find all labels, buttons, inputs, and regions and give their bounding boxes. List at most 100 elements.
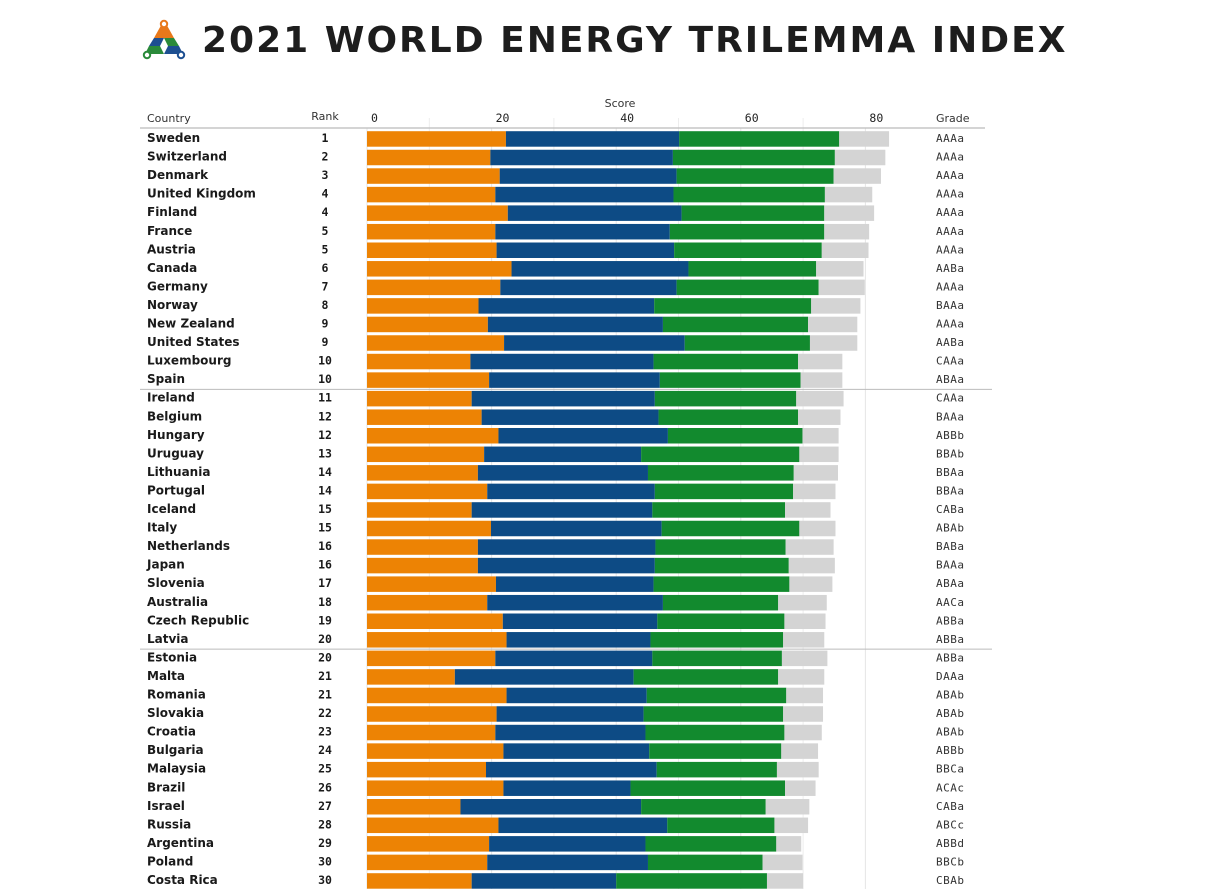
grade-value: ACAc	[936, 781, 965, 794]
green-segment	[673, 186, 825, 203]
grey-segment	[821, 242, 869, 258]
orange-segment	[367, 428, 499, 444]
grey-segment	[799, 446, 839, 463]
x-tick-label: 80	[869, 111, 883, 125]
orange-segment	[367, 761, 486, 778]
orange-segment	[367, 520, 491, 537]
header-country: Country	[147, 112, 191, 125]
green-segment	[653, 576, 790, 592]
grey-segment	[839, 131, 890, 147]
green-segment	[669, 223, 825, 240]
grade-value: CABa	[936, 503, 965, 516]
rank-value: 26	[318, 780, 332, 794]
blue-segment	[495, 724, 646, 741]
green-segment	[646, 687, 787, 704]
grey-segment	[811, 298, 861, 314]
header-score: Score	[605, 97, 636, 110]
country-label: Brazil	[147, 780, 185, 794]
grade-value: ABAb	[936, 726, 965, 739]
country-label: Uruguay	[147, 446, 204, 460]
grey-segment	[785, 780, 816, 796]
grade-value: BAAa	[936, 299, 965, 312]
grade-value: AAAa	[936, 151, 965, 164]
rank-value: 18	[318, 595, 332, 609]
green-segment	[653, 353, 799, 370]
country-label: Iceland	[147, 502, 196, 516]
grade-value: ABAb	[936, 707, 965, 720]
rank-value: 1	[322, 131, 329, 145]
rank-value: 20	[318, 632, 332, 646]
country-label: Malta	[147, 669, 185, 683]
country-label: Hungary	[147, 428, 205, 442]
rank-value: 10	[318, 372, 332, 386]
orange-segment	[367, 669, 455, 685]
orange-segment	[367, 557, 478, 574]
country-label: Germany	[147, 279, 208, 293]
green-segment	[672, 149, 835, 166]
orange-segment	[367, 799, 461, 815]
green-segment	[676, 279, 819, 296]
blue-segment	[498, 428, 668, 444]
green-segment	[633, 669, 779, 685]
blue-segment	[496, 242, 675, 258]
rank-value: 15	[318, 521, 332, 535]
rank-value: 9	[322, 335, 329, 349]
grade-value: BAAa	[936, 559, 965, 572]
x-tick-label: 40	[620, 111, 634, 125]
country-label: Norway	[147, 298, 198, 312]
country-label: Russia	[147, 817, 191, 831]
orange-segment	[367, 131, 506, 147]
green-segment	[662, 316, 809, 333]
country-label: Australia	[147, 595, 208, 609]
grade-value: ABBd	[936, 837, 965, 850]
grade-value: CAAa	[936, 392, 965, 405]
grey-segment	[824, 205, 875, 221]
rank-value: 19	[318, 613, 332, 627]
grey-segment	[833, 168, 881, 184]
rank-value: 16	[318, 539, 332, 553]
country-label: Croatia	[147, 725, 196, 739]
blue-segment	[503, 743, 650, 759]
orange-segment	[367, 316, 488, 333]
grey-segment	[824, 186, 873, 203]
country-label: Canada	[147, 261, 197, 275]
grey-segment	[834, 149, 886, 166]
green-segment	[688, 261, 817, 277]
country-label: Luxembourg	[147, 354, 231, 368]
rank-value: 12	[318, 428, 332, 442]
rank-value: 11	[318, 391, 332, 405]
grade-value: AAAa	[936, 225, 965, 238]
country-label: Lithuania	[147, 465, 210, 479]
orange-segment	[367, 205, 508, 221]
orange-segment	[367, 483, 488, 500]
rank-value: 3	[322, 168, 329, 182]
blue-segment	[506, 687, 647, 704]
grey-segment	[800, 372, 843, 388]
blue-segment	[511, 261, 689, 277]
grade-value: DAAa	[936, 670, 965, 683]
orange-segment	[367, 687, 507, 704]
blue-segment	[471, 390, 655, 407]
blue-segment	[507, 205, 682, 221]
country-label: Denmark	[147, 168, 209, 182]
green-segment	[667, 428, 803, 444]
blue-segment	[485, 761, 657, 778]
orange-segment	[367, 594, 488, 611]
x-tick-label: 20	[496, 111, 510, 125]
grade-value: ABBb	[936, 744, 965, 757]
blue-segment	[506, 632, 651, 648]
blue-segment	[495, 576, 654, 592]
rank-value: 5	[322, 242, 329, 256]
grey-segment	[824, 223, 870, 240]
blue-segment	[487, 483, 655, 500]
orange-segment	[367, 446, 485, 463]
country-label: Czech Republic	[147, 613, 249, 627]
grade-value: CAAa	[936, 355, 965, 368]
country-label: Italy	[147, 521, 177, 535]
green-segment	[647, 854, 763, 871]
country-label: Austria	[147, 242, 196, 256]
blue-segment	[471, 502, 653, 518]
orange-segment	[367, 576, 496, 592]
grey-segment	[788, 557, 835, 574]
rank-value: 21	[318, 688, 332, 702]
